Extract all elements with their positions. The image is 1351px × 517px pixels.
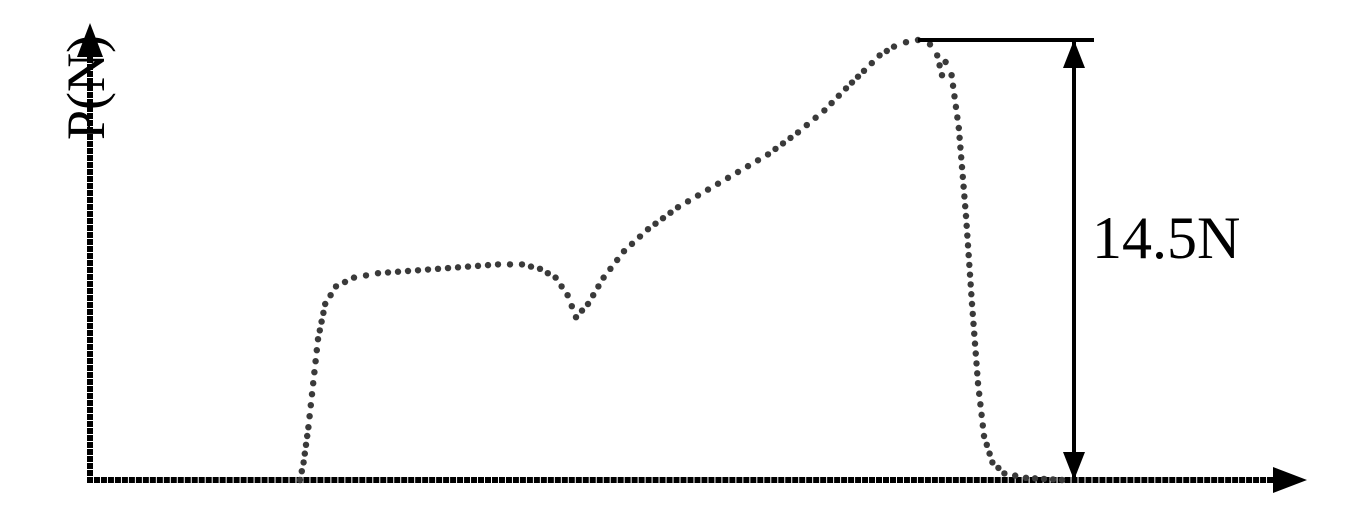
chart-container: P(N) 14.5N bbox=[0, 0, 1351, 517]
y-axis-label: P(N) bbox=[55, 35, 117, 140]
peak-measurement-label: 14.5N bbox=[1092, 204, 1240, 273]
curve bbox=[297, 37, 1065, 483]
